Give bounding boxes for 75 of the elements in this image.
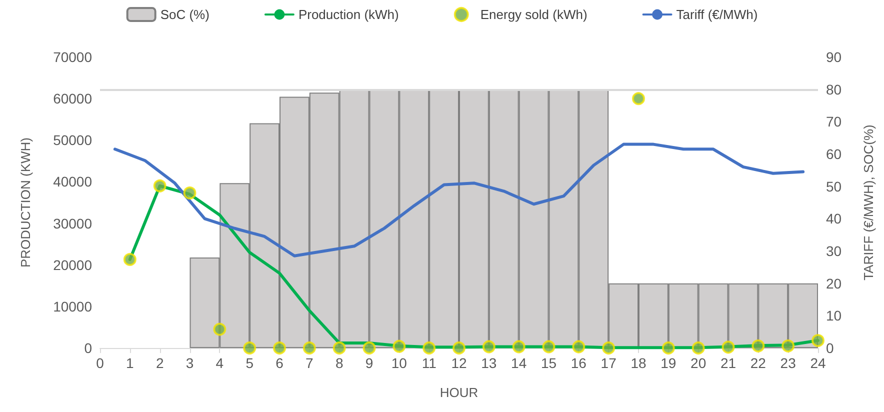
x-tick-label: 13 bbox=[481, 355, 497, 371]
point bbox=[153, 179, 166, 192]
legend-label: Production (kWh) bbox=[298, 7, 399, 22]
x-tick-label: 21 bbox=[720, 355, 736, 371]
x-tick-label: 16 bbox=[570, 355, 587, 371]
y2-tick-label: 0 bbox=[826, 340, 834, 356]
x-tick-label: 19 bbox=[660, 355, 676, 371]
x-tick-label: 0 bbox=[96, 355, 104, 371]
point bbox=[632, 92, 645, 106]
x-tick-label: 8 bbox=[335, 355, 344, 371]
y2-axis-title: TARIFF (€/MWH), SOC(%) bbox=[861, 124, 876, 280]
x-tick-label: 5 bbox=[246, 355, 254, 371]
x-tick-label: 12 bbox=[451, 355, 467, 371]
x-tick-label: 10 bbox=[391, 355, 408, 371]
point bbox=[123, 252, 136, 266]
x-tick-label: 3 bbox=[186, 355, 194, 371]
point bbox=[722, 340, 735, 354]
point bbox=[602, 342, 616, 354]
y2-tick-label: 20 bbox=[826, 275, 842, 292]
x-tick-label: 15 bbox=[540, 355, 557, 371]
y-tick-label: 10000 bbox=[53, 298, 92, 314]
x-tick-label: 18 bbox=[630, 355, 646, 371]
x-tick-label: 4 bbox=[216, 355, 224, 371]
point bbox=[452, 342, 466, 354]
x-axis-title: HOUR bbox=[440, 385, 478, 400]
y2-tick-label: 80 bbox=[826, 81, 842, 98]
point bbox=[273, 342, 286, 354]
legend-label: SoC (%) bbox=[160, 7, 210, 22]
y2-tick-label: 70 bbox=[826, 114, 842, 130]
y-tick-label: 60000 bbox=[53, 90, 92, 107]
point bbox=[542, 340, 556, 354]
point bbox=[782, 339, 795, 352]
x-tick-label: 7 bbox=[306, 355, 314, 371]
point bbox=[752, 339, 765, 352]
y-tick-label: 70000 bbox=[53, 49, 92, 65]
y2-tick-label: 90 bbox=[826, 49, 842, 65]
y-tick-label: 50000 bbox=[53, 132, 92, 148]
x-tick-label: 23 bbox=[780, 355, 796, 371]
point bbox=[572, 340, 586, 354]
x-tick-label: 2 bbox=[156, 355, 164, 371]
y-tick-label: 40000 bbox=[53, 174, 92, 190]
legend-label: Tariff (€/MWh) bbox=[676, 7, 758, 22]
legend-label: Energy sold (kWh) bbox=[480, 7, 588, 22]
point bbox=[243, 342, 256, 354]
x-tick-label: 11 bbox=[422, 355, 437, 371]
point bbox=[482, 340, 496, 354]
y2-tick-label: 10 bbox=[826, 308, 842, 324]
y2-tick-label: 30 bbox=[826, 243, 842, 259]
y-tick-label: 20000 bbox=[53, 256, 92, 273]
point bbox=[362, 342, 376, 354]
x-tick-label: 9 bbox=[365, 355, 374, 371]
point bbox=[332, 342, 346, 354]
x-tick-label: 22 bbox=[750, 355, 766, 371]
point bbox=[692, 342, 705, 354]
y2-tick-label: 40 bbox=[826, 210, 842, 227]
line-series bbox=[113, 142, 805, 258]
y-axis-title: PRODUCTION (KWH) bbox=[18, 138, 33, 268]
point bbox=[302, 342, 316, 354]
y2-tick-label: 60 bbox=[826, 146, 842, 162]
point bbox=[213, 322, 226, 336]
point bbox=[392, 340, 406, 353]
point bbox=[662, 342, 675, 354]
y-tick-label: 0 bbox=[84, 340, 92, 356]
x-tick-label: 20 bbox=[690, 355, 706, 371]
y-tick-label: 30000 bbox=[53, 215, 92, 232]
x-tick-label: 14 bbox=[511, 355, 527, 371]
point bbox=[422, 342, 436, 354]
x-tick-label: 17 bbox=[600, 355, 617, 371]
x-tick-label: 24 bbox=[810, 355, 826, 371]
x-tick-label: 1 bbox=[126, 355, 134, 371]
y2-tick-label: 50 bbox=[826, 178, 842, 194]
point bbox=[812, 334, 824, 348]
x-tick-label: 6 bbox=[276, 355, 284, 371]
point bbox=[512, 340, 526, 354]
point bbox=[183, 186, 196, 200]
